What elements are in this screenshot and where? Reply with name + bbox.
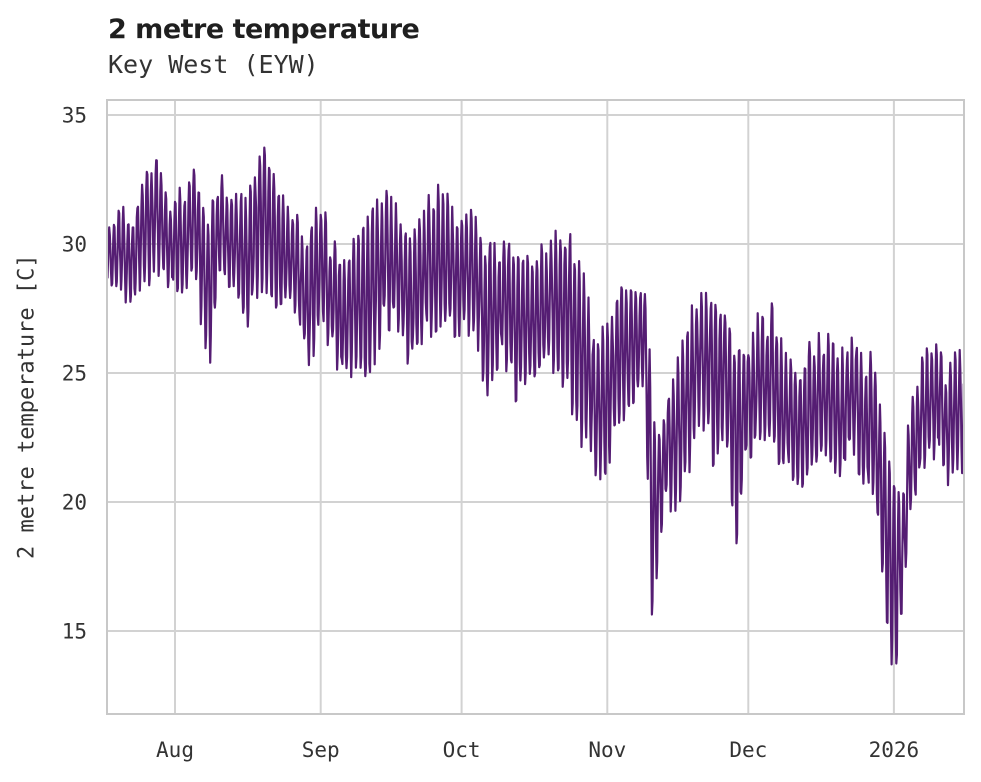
y-tick-label-30: 30 <box>62 233 87 257</box>
y-tick-label-15: 15 <box>62 620 87 644</box>
y-tick-label-35: 35 <box>62 104 87 128</box>
x-tick-label-Oct: Oct <box>443 738 481 762</box>
x-tick-label-Nov: Nov <box>588 738 626 762</box>
plot-border <box>106 99 965 715</box>
x-tick-label-Dec: Dec <box>729 738 767 762</box>
x-tick-label-Aug: Aug <box>156 738 194 762</box>
chart-subtitle: Key West (EYW) <box>108 50 319 79</box>
y-tick-label-25: 25 <box>62 362 87 386</box>
chart-title: 2 metre temperature <box>108 14 420 45</box>
x-tick-label-2026: 2026 <box>869 738 920 762</box>
y-tick-label-20: 20 <box>62 491 87 515</box>
x-tick-label-Sep: Sep <box>302 738 340 762</box>
temperature-line <box>106 146 965 666</box>
